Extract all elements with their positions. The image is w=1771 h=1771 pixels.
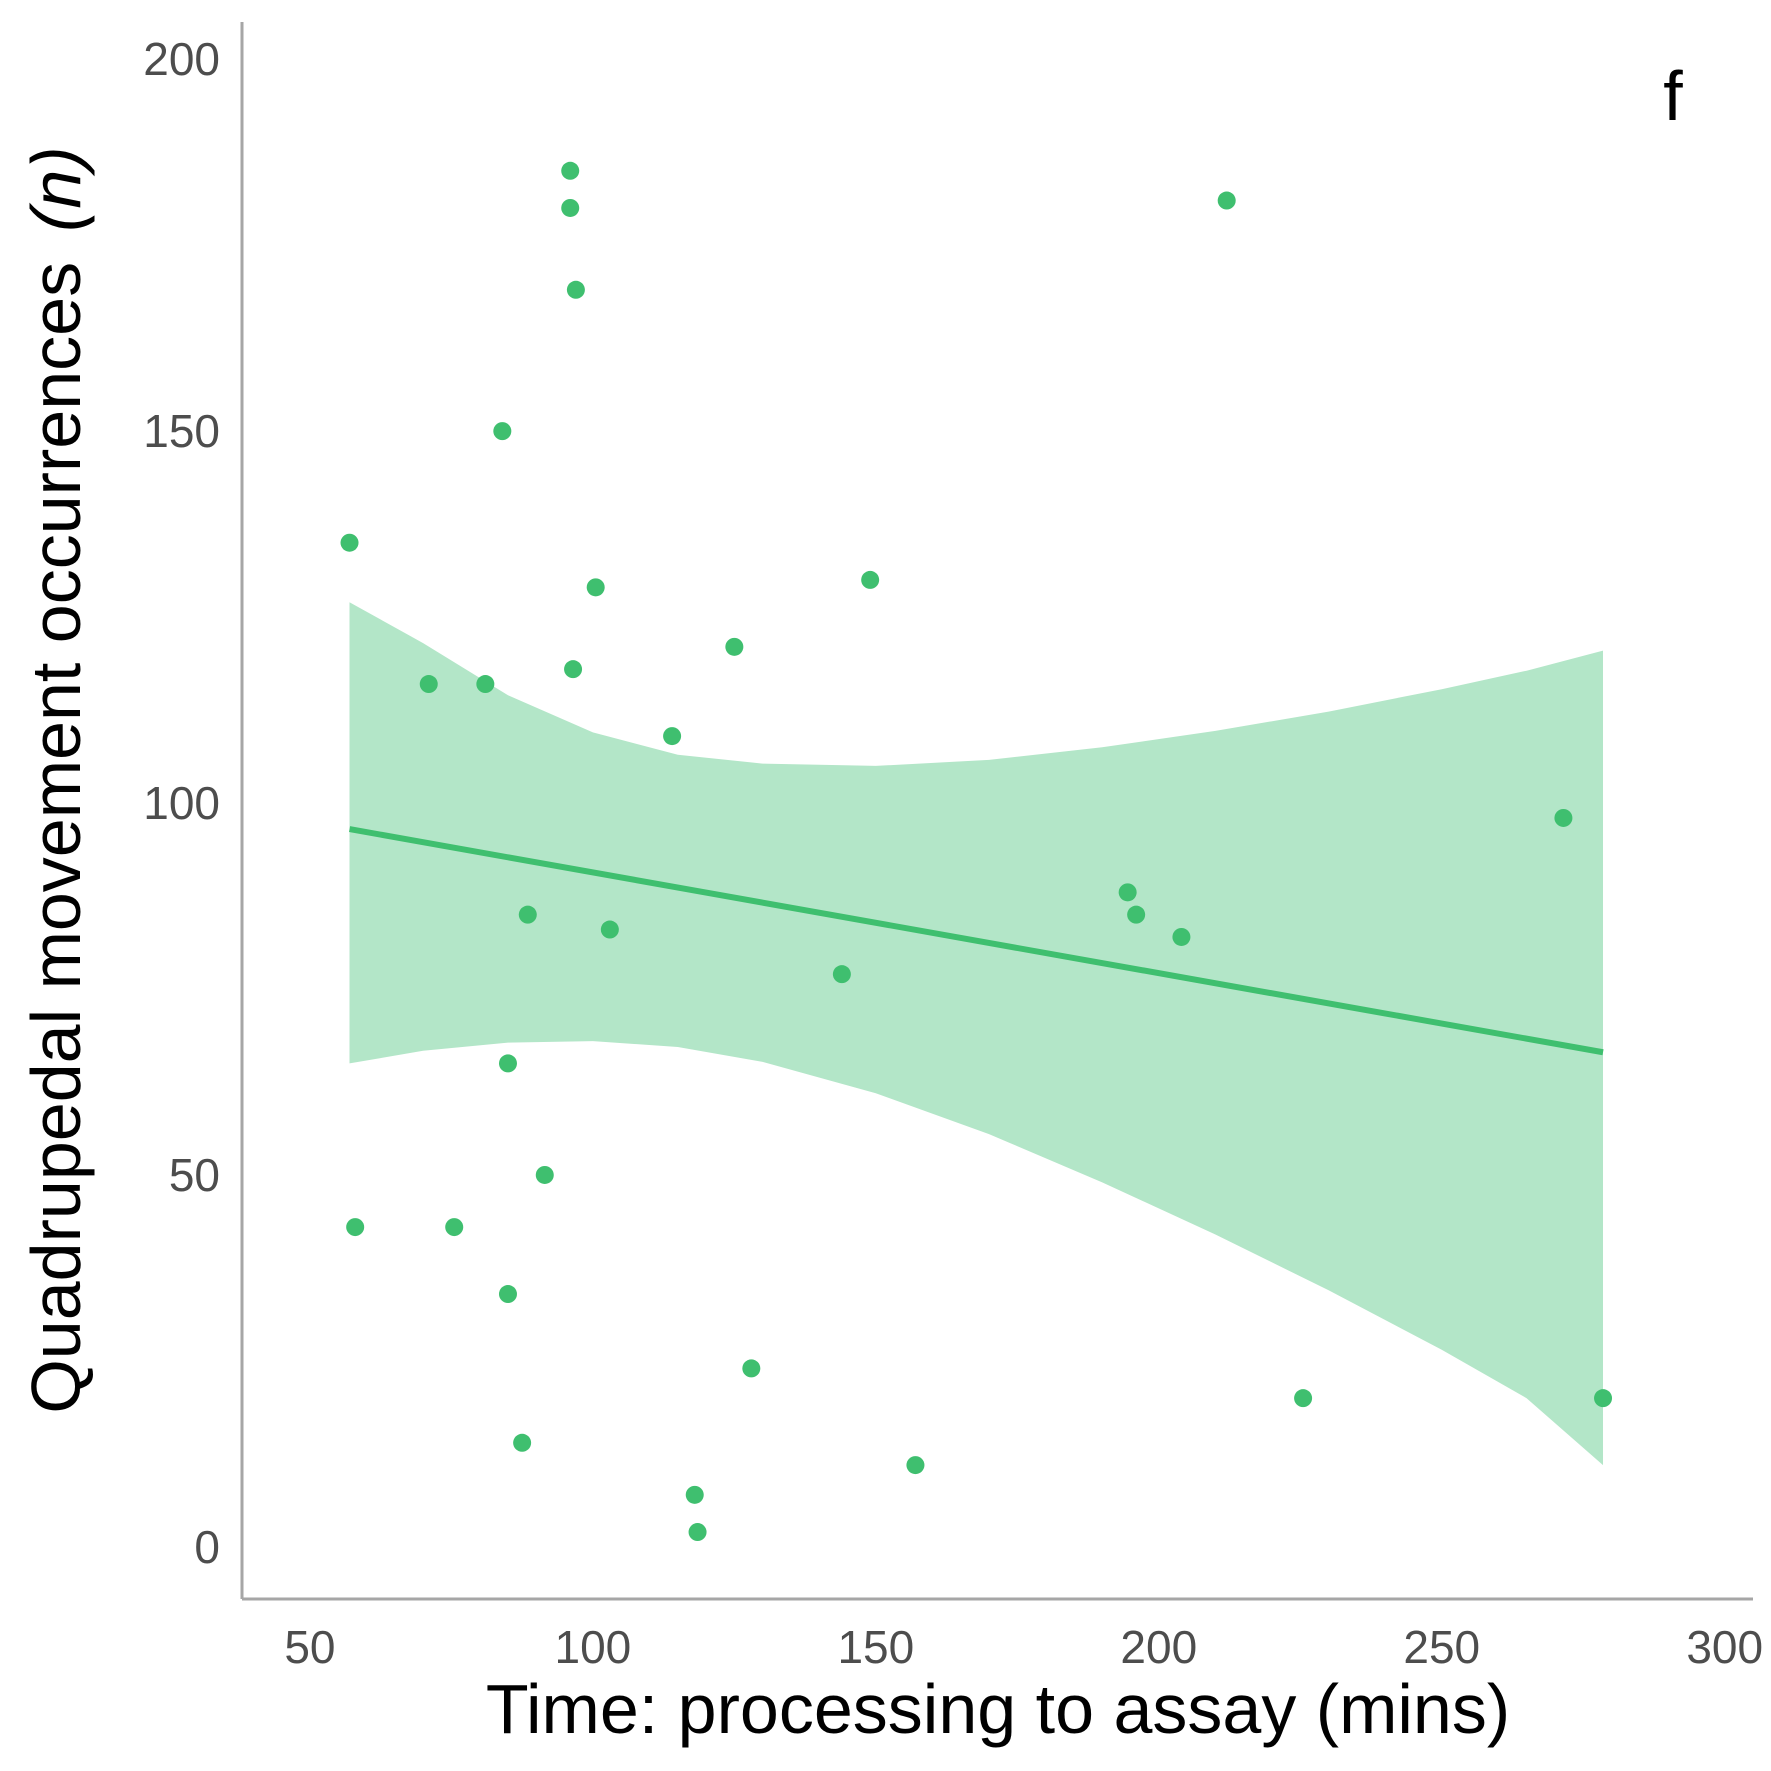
data-point	[586, 578, 605, 597]
data-point	[1294, 1389, 1313, 1408]
data-point	[1217, 191, 1236, 210]
data-point	[1118, 883, 1137, 902]
y-tick-label: 150	[143, 405, 220, 457]
data-point	[688, 1523, 707, 1542]
data-point	[600, 920, 619, 939]
data-point	[498, 1054, 517, 1073]
data-point	[561, 161, 580, 180]
data-point	[566, 280, 585, 299]
data-point	[1172, 927, 1191, 946]
data-point	[493, 422, 512, 441]
data-point	[861, 570, 880, 589]
x-tick-label: 50	[284, 1621, 335, 1673]
data-point	[725, 637, 744, 656]
y-tick-labels: 0 50 100 150 200	[143, 33, 220, 1573]
data-point	[685, 1485, 704, 1504]
panel-label: f	[1663, 57, 1683, 135]
data-point	[832, 965, 851, 984]
x-tick-label: 150	[837, 1621, 914, 1673]
data-point	[564, 660, 583, 679]
data-point	[340, 533, 359, 552]
data-point	[1127, 905, 1146, 924]
data-point	[663, 727, 682, 746]
plot-area	[340, 161, 1613, 1542]
data-point	[419, 675, 438, 694]
data-point	[346, 1218, 365, 1237]
y-axis-title: Quadrupedal movement occurrences (n)	[17, 146, 95, 1413]
y-tick-label: 50	[169, 1149, 220, 1201]
data-points	[340, 161, 1613, 1542]
data-point	[513, 1433, 532, 1452]
y-axis-title-unit: (n)	[17, 146, 95, 232]
regression-line	[348, 826, 1604, 1056]
data-point	[535, 1165, 554, 1184]
x-tick-label: 250	[1403, 1621, 1480, 1673]
data-point	[445, 1218, 464, 1237]
data-point	[1594, 1389, 1613, 1408]
y-tick-label: 0	[194, 1521, 220, 1573]
data-point	[561, 198, 580, 217]
confidence-band	[349, 602, 1603, 1466]
y-axis-title-main: Quadrupedal movement occurrences	[17, 262, 95, 1414]
x-tick-label: 300	[1686, 1621, 1763, 1673]
data-point	[742, 1359, 761, 1378]
data-point	[906, 1456, 925, 1475]
x-tick-label: 200	[1120, 1621, 1197, 1673]
data-point	[498, 1285, 517, 1304]
y-tick-label: 100	[143, 777, 220, 829]
axes: 0 50 100 150 200 50 100 150 200 250 300	[143, 22, 1763, 1673]
x-tick-label: 100	[554, 1621, 631, 1673]
data-point	[1554, 808, 1573, 827]
data-point	[476, 675, 495, 694]
x-tick-labels: 50 100 150 200 250 300	[284, 1621, 1763, 1673]
y-tick-label: 200	[143, 33, 220, 85]
x-axis-title: Time: processing to assay (mins)	[486, 1670, 1510, 1748]
data-point	[518, 905, 537, 924]
